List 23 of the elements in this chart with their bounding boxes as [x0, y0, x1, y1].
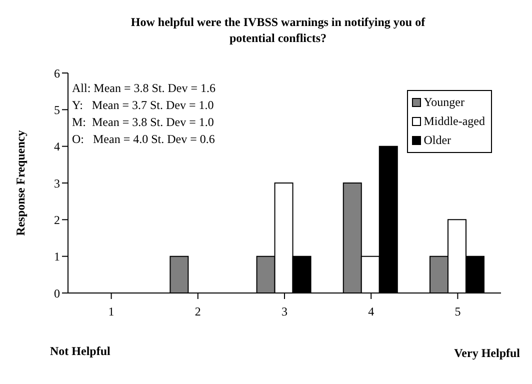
legend-label: Middle-aged	[424, 113, 485, 130]
y-tick-label: 2	[54, 212, 60, 227]
x-tick-label: 1	[108, 304, 114, 319]
annotation: O: Mean = 4.0 St. Dev = 0.6	[72, 131, 216, 148]
x-tick-label: 4	[368, 304, 374, 319]
y-tick-label: 6	[54, 66, 60, 80]
x-tick-label: 3	[282, 304, 288, 319]
y-tick-label: 3	[54, 176, 60, 190]
chart-title: How helpful were the IVBSS warnings in notifying you of potential conflicts?	[130, 14, 426, 46]
y-tick-label: 5	[54, 102, 60, 117]
y-axis-title: Response Frequency	[13, 130, 28, 236]
y-tick-label: 1	[54, 250, 60, 264]
y-tick-label: 4	[54, 140, 60, 154]
annotation: All: Mean = 3.8 St. Dev = 1.6	[72, 80, 216, 97]
y-tick-label: 0	[54, 286, 60, 300]
x-tick-label: 5	[454, 304, 461, 319]
legend-label: Older	[424, 132, 452, 149]
text: Not Helpful	[50, 344, 110, 359]
annotation: Y: Mean = 3.7 St. Dev = 1.0	[72, 97, 215, 114]
x-tick-label: 2	[194, 304, 201, 319]
annotation: M: Mean = 3.8 St. Dev = 1.0	[72, 114, 215, 131]
legend-label: Younger	[424, 94, 464, 111]
text: Very Helpful	[454, 346, 520, 361]
